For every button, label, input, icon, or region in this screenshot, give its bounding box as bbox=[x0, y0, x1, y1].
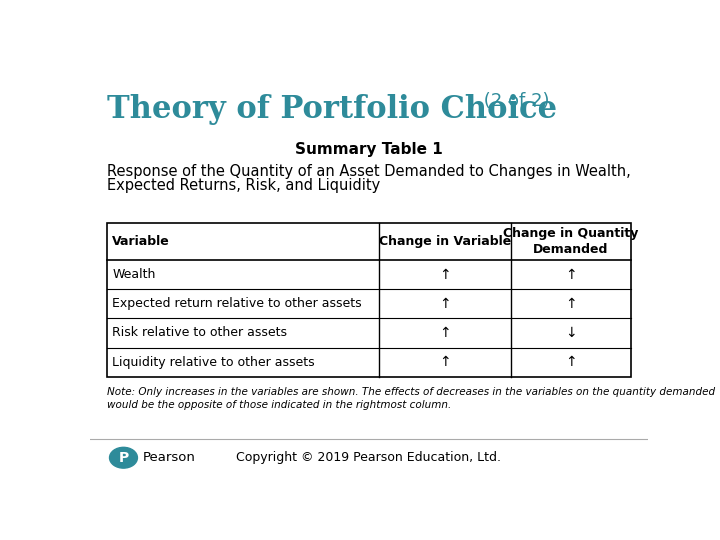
Text: Expected return relative to other assets: Expected return relative to other assets bbox=[112, 298, 362, 310]
Text: Change in Variable: Change in Variable bbox=[379, 235, 511, 248]
Text: Response of the Quantity of an Asset Demanded to Changes in Wealth,: Response of the Quantity of an Asset Dem… bbox=[107, 164, 631, 179]
Text: Theory of Portfolio Choice: Theory of Portfolio Choice bbox=[107, 94, 557, 125]
Text: Expected Returns, Risk, and Liquidity: Expected Returns, Risk, and Liquidity bbox=[107, 178, 380, 193]
Text: Change in Quantity
Demanded: Change in Quantity Demanded bbox=[503, 227, 639, 256]
Text: Summary Table 1: Summary Table 1 bbox=[295, 141, 443, 157]
Text: P: P bbox=[118, 451, 129, 465]
Text: ↑: ↑ bbox=[439, 326, 451, 340]
Text: Liquidity relative to other assets: Liquidity relative to other assets bbox=[112, 356, 315, 369]
Text: (2 of 2): (2 of 2) bbox=[478, 92, 549, 110]
Text: Variable: Variable bbox=[112, 235, 170, 248]
Text: ↑: ↑ bbox=[439, 297, 451, 311]
Circle shape bbox=[109, 447, 138, 468]
Text: Pearson: Pearson bbox=[143, 451, 196, 464]
Text: Copyright © 2019 Pearson Education, Ltd.: Copyright © 2019 Pearson Education, Ltd. bbox=[236, 451, 502, 464]
Text: ↓: ↓ bbox=[565, 326, 577, 340]
Text: ↑: ↑ bbox=[439, 268, 451, 282]
Text: Note: Only increases in the variables are shown. The effects of decreases in the: Note: Only increases in the variables ar… bbox=[107, 387, 715, 410]
Text: Risk relative to other assets: Risk relative to other assets bbox=[112, 327, 287, 340]
Text: Wealth: Wealth bbox=[112, 268, 156, 281]
Text: ↑: ↑ bbox=[565, 355, 577, 369]
Text: ↑: ↑ bbox=[565, 268, 577, 282]
Text: ↑: ↑ bbox=[439, 355, 451, 369]
Text: ↑: ↑ bbox=[565, 297, 577, 311]
